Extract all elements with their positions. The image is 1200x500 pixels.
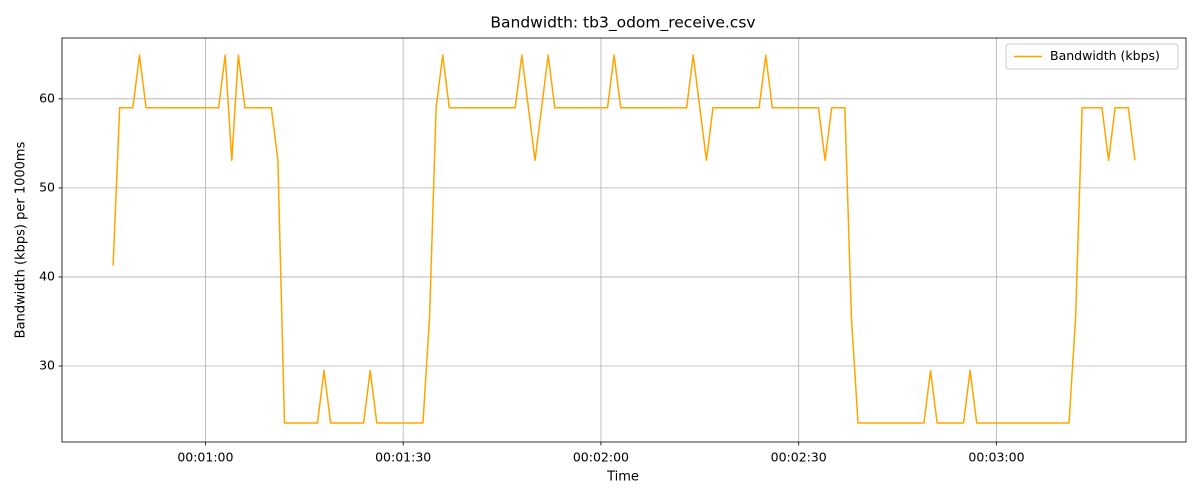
y-tick-label: 50 bbox=[39, 179, 55, 194]
legend-label: Bandwidth (kbps) bbox=[1050, 48, 1160, 63]
y-tick-label: 60 bbox=[39, 90, 55, 105]
data-line bbox=[112, 54, 1136, 424]
legend-box bbox=[1005, 43, 1179, 70]
y-axis-label: Bandwidth (kbps) per 1000ms bbox=[14, 141, 29, 338]
x-tick-label: 00:01:00 bbox=[177, 450, 233, 465]
x-tick-label: 00:02:30 bbox=[771, 450, 827, 465]
x-tick-label: 00:01:30 bbox=[375, 450, 431, 465]
plot-frame bbox=[61, 37, 1187, 443]
y-tick-label: 40 bbox=[39, 268, 55, 283]
chart-title: Bandwidth: tb3_odom_receive.csv bbox=[490, 14, 755, 33]
y-tick-label: 30 bbox=[39, 358, 55, 373]
x-tick-label: 00:03:00 bbox=[968, 450, 1024, 465]
x-tick-label: 00:02:00 bbox=[573, 450, 629, 465]
x-axis-label: Time bbox=[606, 470, 639, 485]
